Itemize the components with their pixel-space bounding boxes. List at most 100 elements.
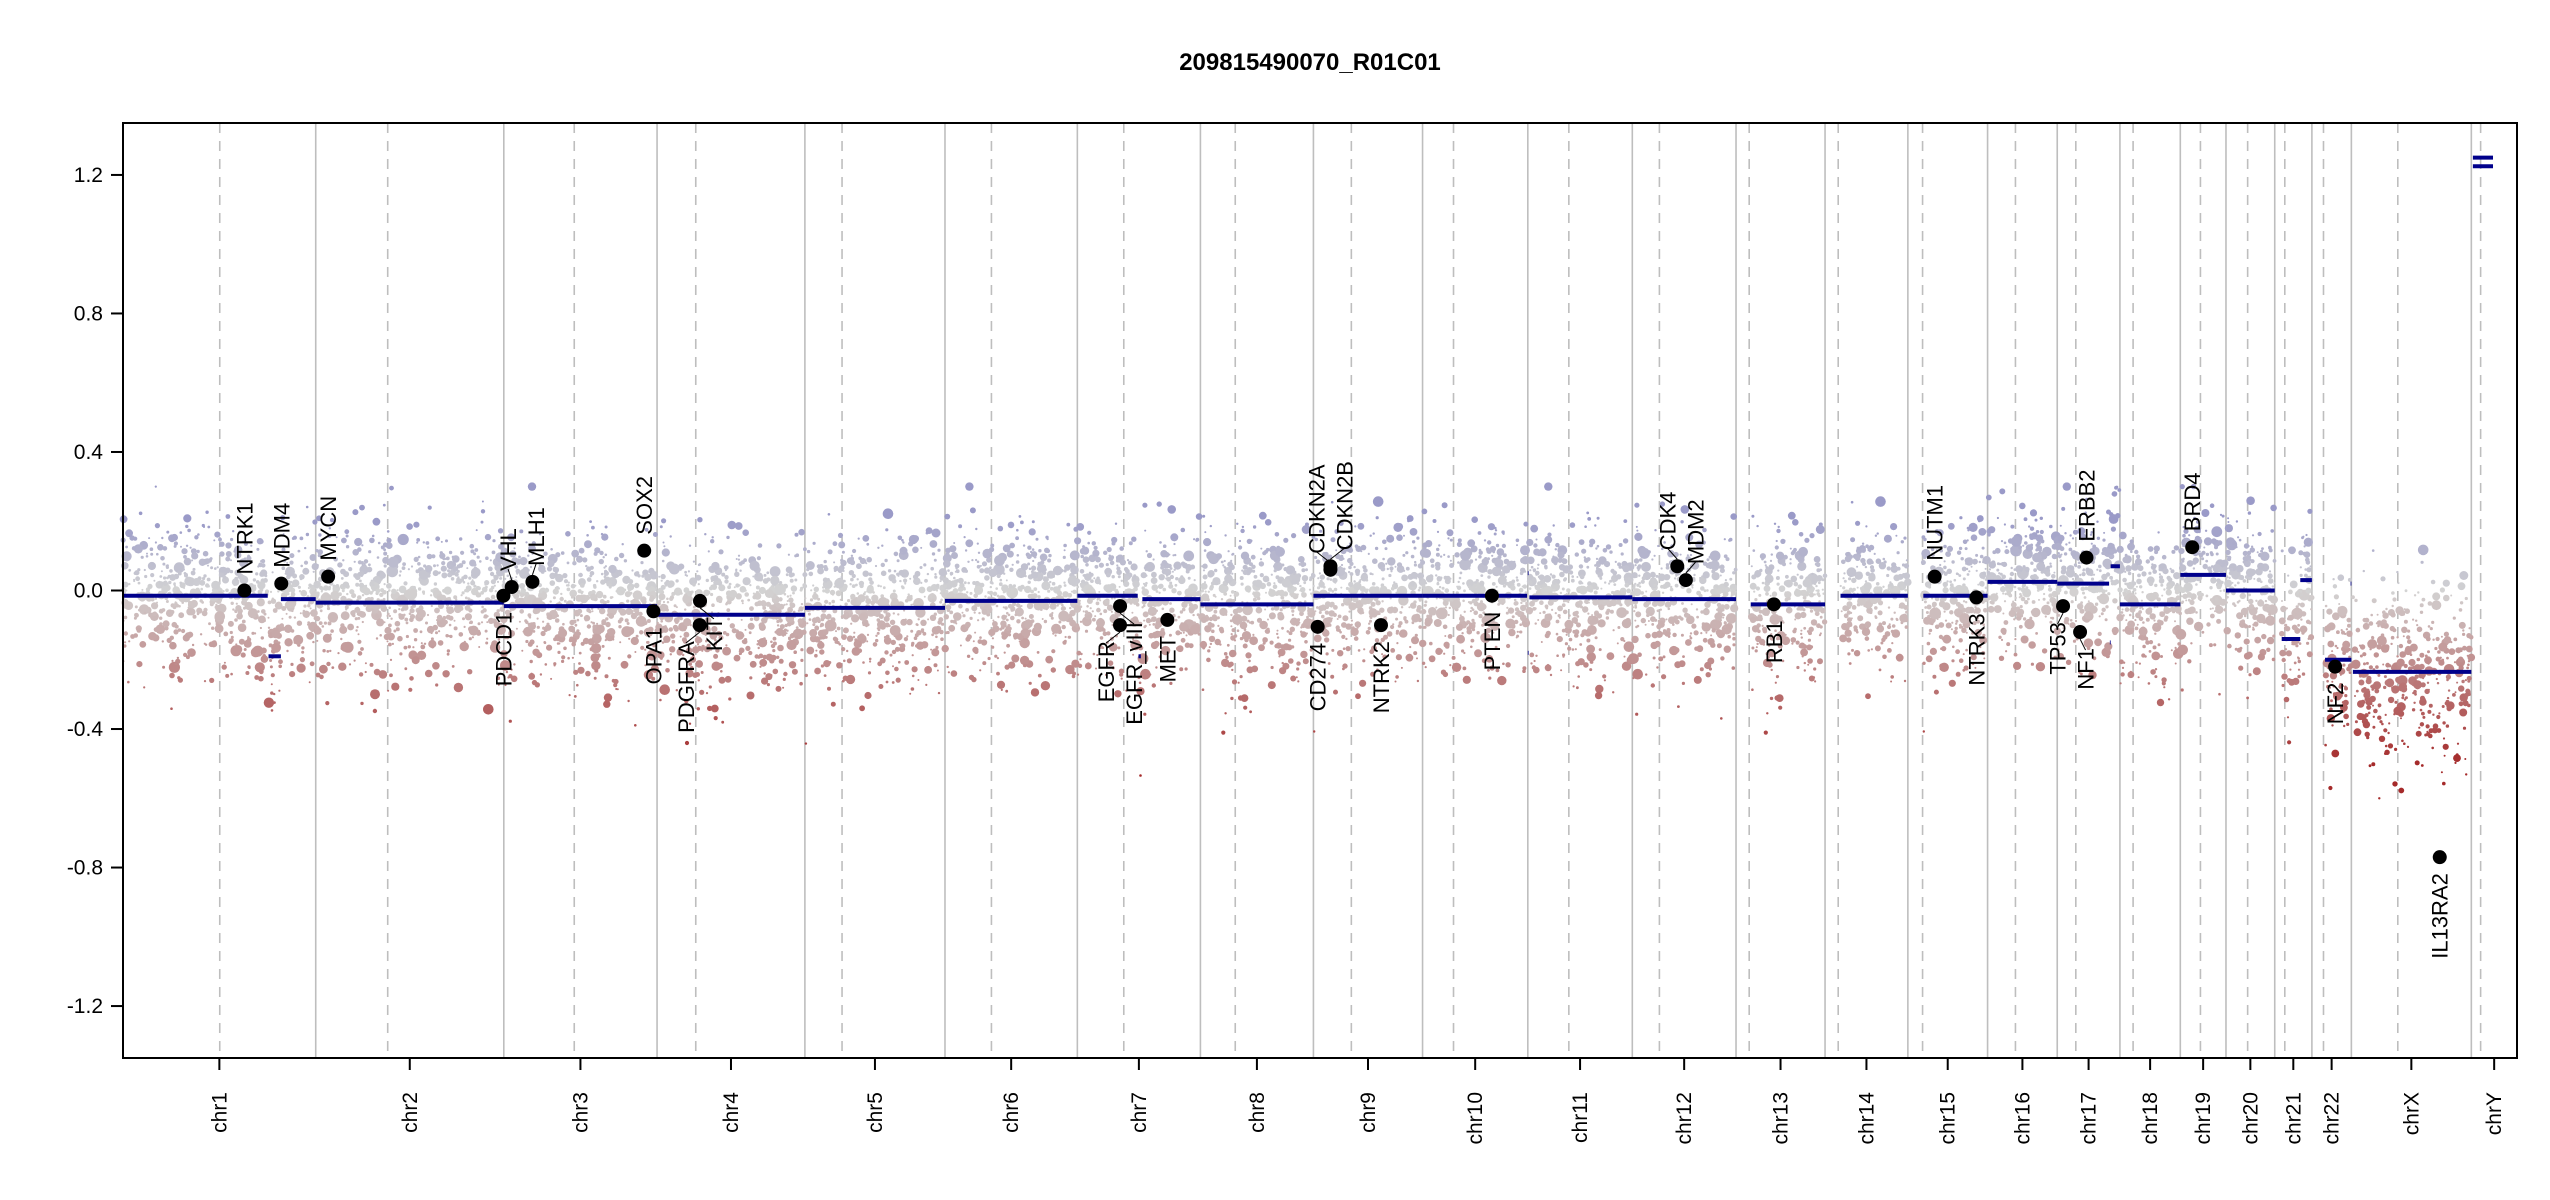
probe-point <box>1179 667 1184 672</box>
probe-point <box>1605 610 1610 615</box>
probe-point <box>536 617 539 620</box>
probe-point <box>934 573 937 576</box>
probe-point <box>497 638 501 641</box>
probe-point <box>1087 530 1092 535</box>
probe-point <box>794 578 798 582</box>
probe-point <box>1131 536 1137 542</box>
probe-point <box>1219 643 1222 646</box>
probe-point <box>317 553 322 558</box>
probe-point <box>1162 569 1166 573</box>
probe-point <box>1449 563 1455 568</box>
probe-point <box>842 561 846 565</box>
probe-point <box>996 671 1000 676</box>
probe-point <box>383 621 386 624</box>
probe-point <box>1045 607 1048 611</box>
probe-point <box>1420 608 1427 615</box>
probe-point <box>164 626 169 631</box>
probe-point <box>981 561 988 567</box>
probe-point <box>1137 621 1143 627</box>
probe-point <box>892 665 894 668</box>
probe-point <box>1101 628 1106 632</box>
probe-point <box>1442 607 1446 610</box>
probe-point <box>179 531 183 534</box>
probe-point <box>1094 564 1099 569</box>
probe-point <box>468 637 472 641</box>
probe-point <box>1605 616 1610 620</box>
probe-point <box>1516 630 1519 633</box>
probe-point <box>1179 622 1189 632</box>
probe-point <box>943 560 951 568</box>
probe-point <box>1180 561 1186 566</box>
probe-point <box>357 571 362 576</box>
probe-point <box>1231 628 1236 633</box>
probe-point <box>1273 582 1276 585</box>
probe-point <box>497 683 500 686</box>
probe-point <box>678 626 683 630</box>
probe-point <box>698 638 703 643</box>
probe-point <box>1049 586 1054 591</box>
probe-point <box>748 650 753 656</box>
probe-point <box>644 573 652 582</box>
probe-point <box>214 611 226 622</box>
probe-point <box>944 589 949 594</box>
probe-point <box>243 639 252 648</box>
probe-point <box>1146 552 1153 559</box>
probe-point <box>1228 649 1237 658</box>
probe-point <box>996 594 1000 598</box>
probe-point <box>889 653 893 657</box>
probe-point <box>256 547 260 551</box>
probe-point <box>1403 616 1407 620</box>
probe-point <box>518 584 522 587</box>
probe-point <box>1556 636 1563 643</box>
probe-point <box>1217 624 1220 628</box>
probe-point <box>1520 601 1523 605</box>
probe-point <box>1214 568 1218 573</box>
probe-point <box>951 552 958 559</box>
probe-point <box>1522 669 1526 673</box>
probe-point <box>748 631 752 635</box>
probe-point <box>248 666 251 670</box>
probe-point <box>1435 574 1438 577</box>
probe-point <box>173 582 176 585</box>
probe-point <box>1505 611 1509 615</box>
probe-point <box>364 670 367 674</box>
probe-point <box>1623 655 1626 658</box>
probe-point <box>788 636 791 639</box>
probe-point <box>1022 664 1026 667</box>
probe-point <box>989 569 995 575</box>
probe-point <box>1511 615 1515 619</box>
probe-point <box>493 611 501 619</box>
probe-point <box>734 572 738 575</box>
probe-point <box>342 559 345 562</box>
probe-point <box>485 641 489 645</box>
probe-point <box>380 545 385 550</box>
probe-point <box>1185 634 1188 637</box>
probe-point <box>191 643 195 647</box>
probe-point <box>1318 572 1321 575</box>
probe-point <box>327 587 331 591</box>
probe-point <box>221 664 227 670</box>
probe-point <box>1143 575 1146 578</box>
probe-point <box>137 581 141 585</box>
probe-point <box>590 607 594 610</box>
probe-point <box>417 555 421 559</box>
probe-point <box>1187 576 1191 580</box>
probe-point <box>356 625 359 629</box>
probe-point <box>1238 545 1243 550</box>
probe-point <box>1152 623 1156 626</box>
probe-point <box>271 629 281 639</box>
probe-point <box>1421 661 1426 665</box>
probe-point <box>729 589 738 598</box>
probe-point <box>981 609 988 615</box>
probe-point <box>1271 614 1274 617</box>
probe-point <box>774 583 786 595</box>
probe-point <box>872 591 875 594</box>
probe-point <box>476 555 480 559</box>
probe-point <box>586 534 589 537</box>
probe-point <box>1574 552 1580 557</box>
probe-point <box>929 540 938 548</box>
probe-point <box>716 595 723 603</box>
probe-point <box>171 621 178 628</box>
probe-point <box>982 661 987 666</box>
